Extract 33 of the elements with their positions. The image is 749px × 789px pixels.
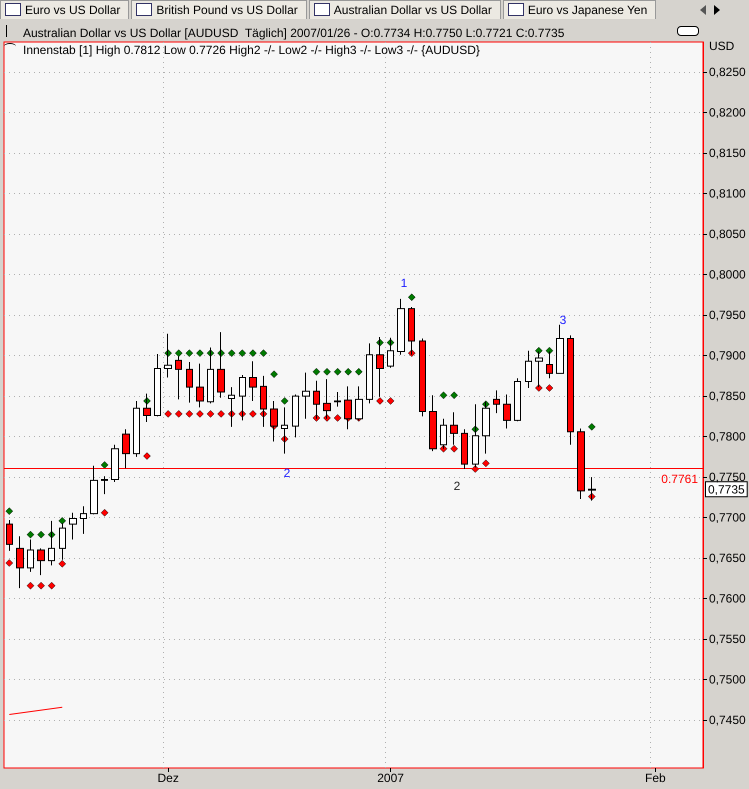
y-tick-label: 0,8200 <box>709 105 746 120</box>
y-tick-label: 0,7550 <box>709 632 746 646</box>
x-tick-label: Dez <box>157 771 179 785</box>
y-tick-label: 0,8050 <box>709 227 746 242</box>
y-tick-label: 0,7600 <box>709 592 746 606</box>
y-tick-label: 0,7900 <box>709 348 746 363</box>
y-tick-label: 0,7700 <box>709 510 746 525</box>
y-tick-label: 0,7450 <box>709 713 746 728</box>
annotation: 0,7735 <box>708 482 746 496</box>
y-tick-label: 0,7850 <box>709 389 746 404</box>
annotation: 3 <box>560 313 566 327</box>
y-tick-label: 0,7500 <box>709 672 746 687</box>
y-tick-label: 0,8250 <box>709 64 746 79</box>
y-tick-label: 0,7650 <box>709 551 746 566</box>
y-tick-label: 0,8150 <box>709 146 746 160</box>
x-tick-label: 2007 <box>377 771 404 785</box>
text: British Pound vs US Dollar <box>131 0 307 19</box>
annotation: 1 <box>400 276 408 290</box>
text: Euro vs Japanese Yen <box>502 0 656 19</box>
y-tick-label: 0,8100 <box>709 186 746 201</box>
y-tick-label: 0,7800 <box>709 430 746 444</box>
text: Euro vs US Dollar <box>0 0 130 19</box>
y-tick-label: 0,7750 <box>709 470 746 484</box>
annotation: 2 <box>284 466 290 480</box>
ref-line-label: 0.7761 <box>661 472 698 486</box>
y-axis-title: USD <box>709 39 735 53</box>
chart-title: Australian Dollar vs US Dollar [AUDUSD Täglich] 2007/01/26 - O:0.7734 H:0.7750 L:0.7721 C:0.7735 <box>23 26 565 40</box>
text: Australian Dollar vs US Dollar <box>308 0 501 19</box>
y-tick-label: 0,8000 <box>709 268 746 282</box>
x-tick-label: Feb <box>644 771 666 785</box>
annotation: 2 <box>454 479 460 493</box>
chart-subtitle: Innenstab [1] High 0.7812 Low 0.7726 High2 -/- Low2 -/- High3 -/- Low3 -/- {AUDUSD} <box>23 43 480 57</box>
y-tick-label: 0,7950 <box>709 308 746 322</box>
